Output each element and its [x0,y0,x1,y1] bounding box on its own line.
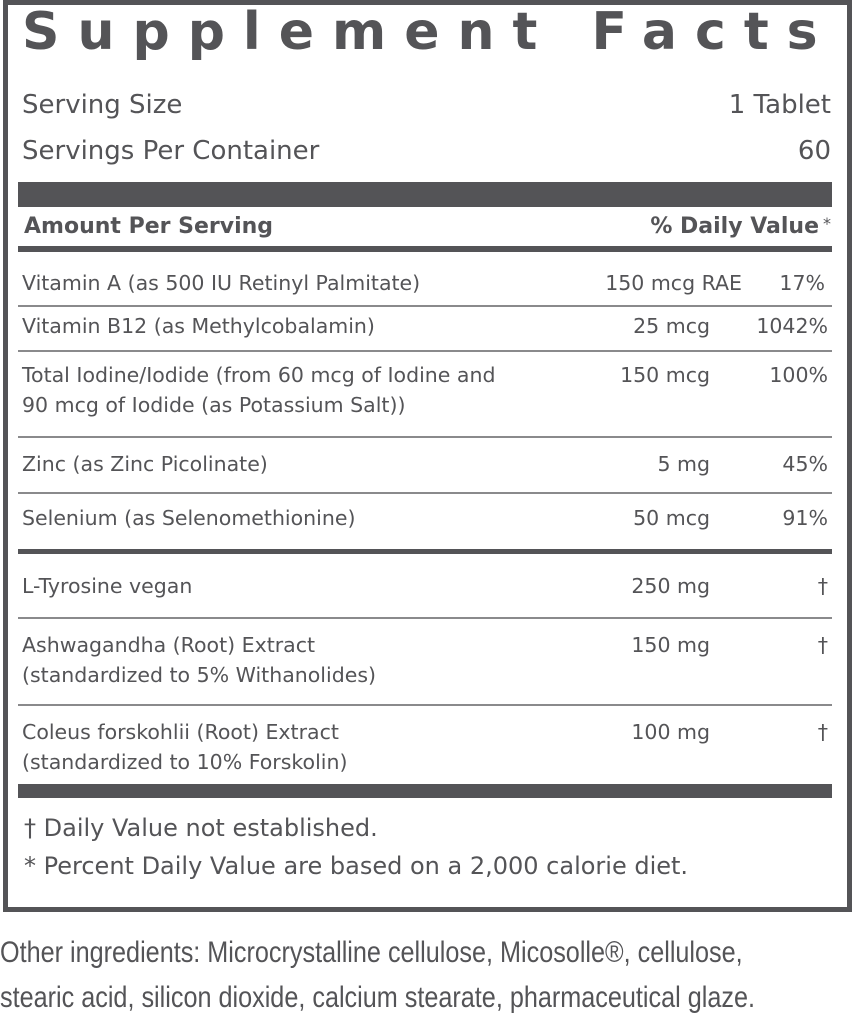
nutrient-name-detail: (standardized to 5% Withanolides) [22,663,376,687]
nutrient-name-detail: 90 mcg of Iodide (as Potassium Salt)) [22,393,406,417]
nutrient-name: Total Iodine/Iodide (from 60 mcg of Iodi… [22,363,496,387]
row-divider [18,350,832,352]
daily-value-header: % Daily Value [650,214,819,239]
bottom-divider [18,784,832,798]
section-divider [18,549,832,554]
daily-value-asterisk: * [823,214,831,233]
footnote-asterisk: * Percent Daily Value are based on a 2,0… [24,852,689,880]
servings-per-container-label: Servings Per Container [22,136,320,166]
nutrient-daily-value: 100% [769,363,828,387]
header-divider [18,246,832,252]
footnote-dagger: † Daily Value not established. [24,814,378,842]
nutrient-daily-value: 91% [782,506,828,530]
nutrient-name: L-Tyrosine vegan [22,574,193,598]
nutrient-name: Coleus forskohlii (Root) Extract [22,720,339,744]
row-divider [18,617,832,619]
nutrient-daily-value: † [817,720,828,744]
nutrient-amount: 50 mcg [633,506,710,530]
nutrient-amount: 150 mg [631,633,710,657]
panel-title: Supplement Facts [22,2,836,62]
thick-divider [18,182,832,207]
nutrient-amount: 25 mcg [633,314,710,338]
row-divider [18,305,832,307]
serving-size-value: 1 Tablet [728,90,831,120]
amount-per-serving-header: Amount Per Serving [24,214,274,239]
nutrient-amount: 150 mcg [620,363,710,387]
other-ingredients-line-2: stearic acid, silicon dioxide, calcium s… [0,981,755,1014]
nutrient-name: Vitamin B12 (as Methylcobalamin) [22,314,375,338]
nutrient-daily-value: 45% [782,452,828,476]
row-divider [18,436,832,438]
nutrient-name: Selenium (as Selenomethionine) [22,506,356,530]
serving-size-label: Serving Size [22,90,183,120]
nutrient-daily-value: † [817,574,828,598]
nutrient-name: Zinc (as Zinc Picolinate) [22,452,268,476]
nutrient-name: Ashwagandha (Root) Extract [22,633,316,657]
nutrient-amount: 250 mg [631,574,710,598]
nutrient-daily-value: 1042% [756,314,828,338]
other-ingredients-line-1: Other ingredients: Microcrystalline cell… [0,936,743,969]
nutrient-daily-value: † [817,633,828,657]
nutrient-name: Vitamin A (as 500 IU Retinyl Palmitate) [22,271,421,295]
supplement-facts-panel [3,0,852,912]
row-divider [18,704,832,706]
nutrient-daily-value: 17% [779,271,825,295]
nutrient-amount: 5 mg [657,452,710,476]
row-divider [18,492,832,494]
nutrient-amount: 150 mcg RAE [605,271,742,295]
servings-per-container-value: 60 [797,136,831,166]
nutrient-name-detail: (standardized to 10% Forskolin) [22,750,348,774]
nutrient-amount: 100 mg [631,720,710,744]
